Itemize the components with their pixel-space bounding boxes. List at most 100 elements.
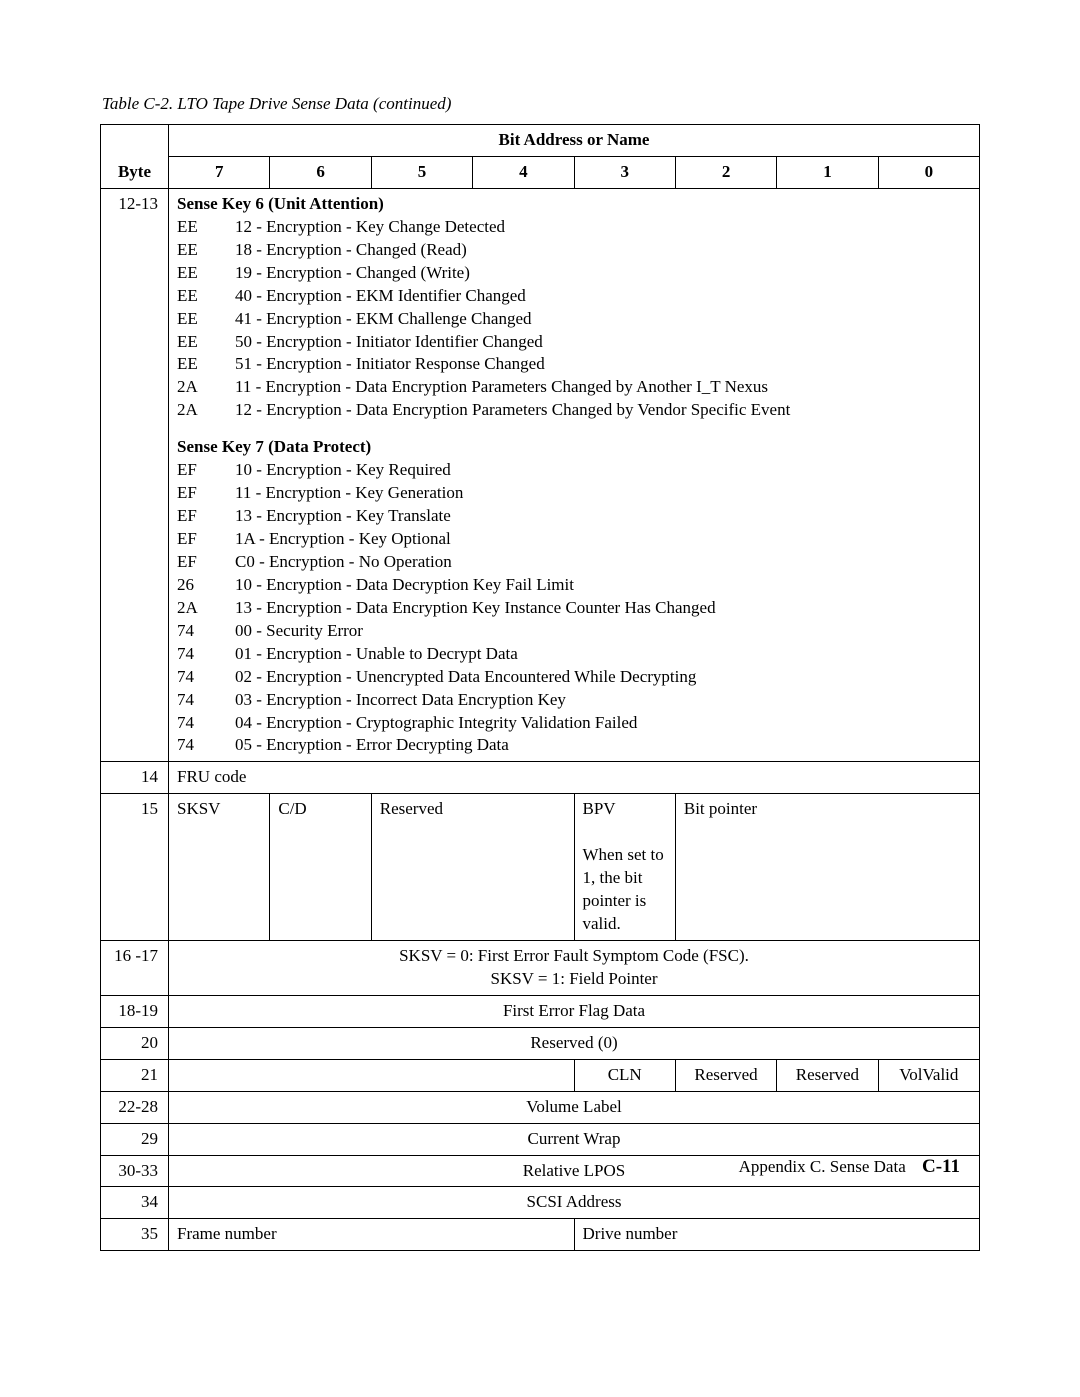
table-row: 34 SCSI Address: [101, 1187, 980, 1219]
table-row: 16 -17 SKSV = 0: First Error Fault Sympt…: [101, 940, 980, 995]
sense-entry: EF11 - Encryption - Key Generation: [177, 482, 971, 505]
sense-entry: 7400 - Security Error: [177, 620, 971, 643]
sense-entry: 7402 - Encryption - Unencrypted Data Enc…: [177, 666, 971, 689]
sense-entry: EE18 - Encryption - Changed (Read): [177, 239, 971, 262]
sense-desc: 10 - Encryption - Key Required: [235, 459, 971, 482]
sense-code: EE: [177, 308, 235, 331]
sense-desc: 18 - Encryption - Changed (Read): [235, 239, 971, 262]
table-row: 7 6 5 4 3 2 1 0: [101, 156, 980, 188]
table-row: 29 Current Wrap: [101, 1123, 980, 1155]
sense-desc: 12 - Encryption - Key Change Detected: [235, 216, 971, 239]
sense-desc: 05 - Encryption - Error Decrypting Data: [235, 734, 971, 757]
cell-sksv: SKSV: [169, 794, 270, 941]
sense-code: 74: [177, 712, 235, 735]
cell-text: SKSV = 0: First Error Fault Symptom Code…: [169, 940, 980, 995]
byte-cell: 16 -17: [101, 940, 169, 995]
cell-frame: Frame number: [169, 1219, 575, 1251]
cell-text: First Error Flag Data: [169, 995, 980, 1027]
sense-code: 74: [177, 666, 235, 689]
page-footer: Appendix C. Sense Data C-11: [0, 1156, 1080, 1178]
bit-5: 5: [371, 156, 472, 188]
cell-text: FRU code: [169, 762, 980, 794]
table-caption: Table C-2. LTO Tape Drive Sense Data (co…: [102, 94, 980, 114]
sense-code: EE: [177, 353, 235, 376]
sense-entry: EE19 - Encryption - Changed (Write): [177, 262, 971, 285]
sense-entry: EF1A - Encryption - Key Optional: [177, 528, 971, 551]
sense-entry: 2A11 - Encryption - Data Encryption Para…: [177, 376, 971, 399]
sksv1: SKSV = 1: Field Pointer: [490, 969, 657, 988]
cell-reserved: Reserved: [371, 794, 574, 941]
sense-desc: 41 - Encryption - EKM Challenge Changed: [235, 308, 971, 331]
cell-bpv: BPV When set to 1, the bit pointer is va…: [574, 794, 675, 941]
sense-code: 74: [177, 643, 235, 666]
table-row: Byte Bit Address or Name: [101, 125, 980, 157]
sense-code: EF: [177, 528, 235, 551]
byte-cell: 14: [101, 762, 169, 794]
table-row: 15 SKSV C/D Reserved BPV When set to 1, …: [101, 794, 980, 941]
sense-desc: 51 - Encryption - Initiator Response Cha…: [235, 353, 971, 376]
sense-entry: 7401 - Encryption - Unable to Decrypt Da…: [177, 643, 971, 666]
byte-cell: 12-13: [101, 188, 169, 762]
sense-desc: 00 - Security Error: [235, 620, 971, 643]
bit-1: 1: [777, 156, 878, 188]
cell-text: Reserved (0): [169, 1027, 980, 1059]
sense-desc: C0 - Encryption - No Operation: [235, 551, 971, 574]
sense-entry: 7405 - Encryption - Error Decrypting Dat…: [177, 734, 971, 757]
table-row: 20 Reserved (0): [101, 1027, 980, 1059]
bit-4: 4: [473, 156, 574, 188]
cell-reserved: Reserved: [675, 1059, 776, 1091]
bpv-label: BPV: [583, 799, 616, 818]
sense-entry: EE50 - Encryption - Initiator Identifier…: [177, 331, 971, 354]
table-row: 35 Frame number Drive number: [101, 1219, 980, 1251]
cell-text: SCSI Address: [169, 1187, 980, 1219]
byte-cell: 29: [101, 1123, 169, 1155]
table-row: 18-19 First Error Flag Data: [101, 995, 980, 1027]
bit-6: 6: [270, 156, 371, 188]
footer-text: Appendix C. Sense Data: [739, 1157, 906, 1176]
sense-code: 2A: [177, 376, 235, 399]
sense-entry: 7403 - Encryption - Incorrect Data Encry…: [177, 689, 971, 712]
sense-code: EF: [177, 551, 235, 574]
sense-desc: 50 - Encryption - Initiator Identifier C…: [235, 331, 971, 354]
bit-7: 7: [169, 156, 270, 188]
sense-desc: 04 - Encryption - Cryptographic Integrit…: [235, 712, 971, 735]
byte-cell: 35: [101, 1219, 169, 1251]
cell-bitpointer: Bit pointer: [675, 794, 979, 941]
sk6-title: Sense Key 6 (Unit Attention): [177, 193, 971, 216]
sense-desc: 11 - Encryption - Key Generation: [235, 482, 971, 505]
sense-desc: 02 - Encryption - Unencrypted Data Encou…: [235, 666, 971, 689]
sense-entry: EE12 - Encryption - Key Change Detected: [177, 216, 971, 239]
sense-code: EE: [177, 285, 235, 308]
bit-3: 3: [574, 156, 675, 188]
sense-desc: 19 - Encryption - Changed (Write): [235, 262, 971, 285]
sense-desc: 03 - Encryption - Incorrect Data Encrypt…: [235, 689, 971, 712]
sense-desc: 11 - Encryption - Data Encryption Parame…: [235, 376, 971, 399]
sense-entry: 2A13 - Encryption - Data Encryption Key …: [177, 597, 971, 620]
sense-desc: 10 - Encryption - Data Decryption Key Fa…: [235, 574, 971, 597]
sense-entry: 2A12 - Encryption - Data Encryption Para…: [177, 399, 971, 422]
bit-0: 0: [878, 156, 979, 188]
sense-code: EF: [177, 505, 235, 528]
cell-volvalid: VolValid: [878, 1059, 979, 1091]
byte-cell: 18-19: [101, 995, 169, 1027]
sense-code: 74: [177, 734, 235, 757]
cell-reserved: Reserved: [777, 1059, 878, 1091]
byte-cell: 34: [101, 1187, 169, 1219]
sense-desc: 40 - Encryption - EKM Identifier Changed: [235, 285, 971, 308]
sense-code: 74: [177, 689, 235, 712]
table-row: 12-13 Sense Key 6 (Unit Attention) EE12 …: [101, 188, 980, 762]
sense-data-table: Byte Bit Address or Name 7 6 5 4 3 2 1 0…: [100, 124, 980, 1251]
table-row: 22-28 Volume Label: [101, 1091, 980, 1123]
sense-entry: 7404 - Encryption - Cryptographic Integr…: [177, 712, 971, 735]
sense-code: 2A: [177, 399, 235, 422]
col-bit-address: Bit Address or Name: [169, 125, 980, 157]
table-row: 14 FRU code: [101, 762, 980, 794]
sksv0: SKSV = 0: First Error Fault Symptom Code…: [399, 946, 749, 965]
sense-key-block: Sense Key 6 (Unit Attention) EE12 - Encr…: [169, 188, 980, 762]
sense-code: EF: [177, 482, 235, 505]
sense-entry: EE51 - Encryption - Initiator Response C…: [177, 353, 971, 376]
sense-entry: EE41 - Encryption - EKM Challenge Change…: [177, 308, 971, 331]
sense-entry: EF13 - Encryption - Key Translate: [177, 505, 971, 528]
sense-desc: 13 - Encryption - Key Translate: [235, 505, 971, 528]
cell-text: Volume Label: [169, 1091, 980, 1123]
